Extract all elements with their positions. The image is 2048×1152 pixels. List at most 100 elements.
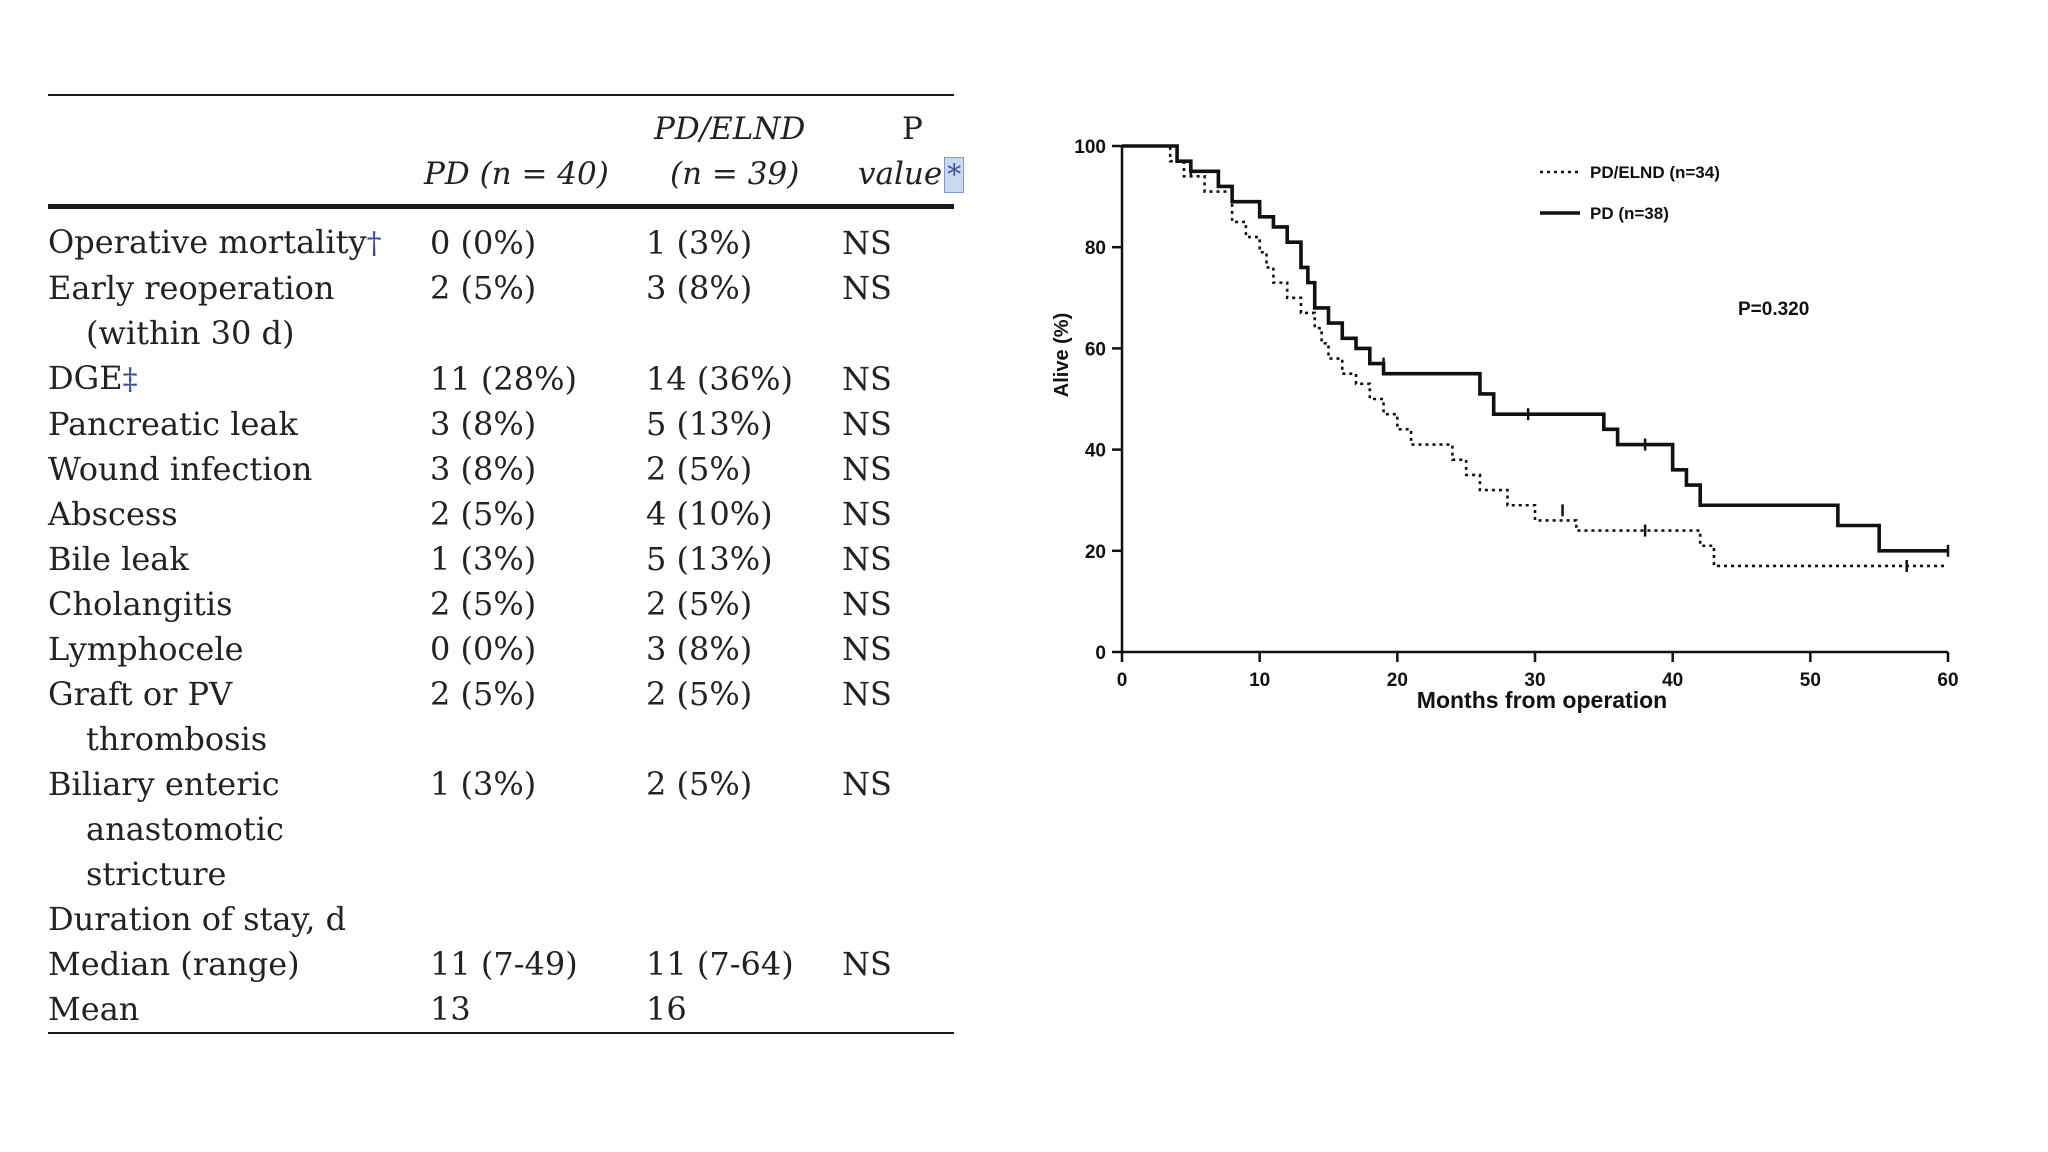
row-label: Wound infection [48,447,430,492]
pd-cell: 2 (5%) [430,495,537,533]
elnd-cell [646,897,842,942]
pd-cell [430,311,646,356]
p-value-cell [842,852,954,897]
x-tick-label: 60 [1937,670,1958,691]
table-row: Duration of stay, d [48,897,954,942]
x-tick-label: 10 [1249,670,1270,691]
chart-axes: 0 20 40 60 80 100 0 10 20 30 40 50 60 [1074,137,1958,691]
x-tick-label: 30 [1524,670,1545,691]
row-label: Operative mortality† [48,220,430,266]
series-line-pd-elnd [1122,144,1948,568]
row-label: anastomotic [48,807,430,852]
p-value-annotation: P=0.320 [1738,299,1809,320]
y-tick-label: 20 [1085,542,1106,563]
table-row: stricture [48,852,954,897]
table-row: Abscess 2 (5%) 4 (10%) NS [48,492,954,537]
elnd-cell: 3 (8%) [646,269,753,307]
row-label-text: Mean [48,990,140,1028]
row-label-text: Lymphocele [48,630,244,668]
y-tick-label: 80 [1085,238,1106,259]
table-row: Graft or PV 2 (5%) 2 (5%) NS [48,672,954,717]
row-label-text: stricture [86,855,227,893]
p-value-cell: NS [842,540,892,578]
x-tick-label: 50 [1800,670,1821,691]
elnd-cell: 5 (13%) [646,540,773,578]
pd-cell [430,807,646,852]
pd-cell: 2 (5%) [430,675,537,713]
elnd-cell: 2 (5%) [646,675,753,713]
elnd-cell: 2 (5%) [646,450,753,488]
pd-cell: 1 (3%) [430,540,537,578]
chart-legend: PD/ELND (n=34) PD (n=38) [1540,163,1720,223]
table-top-rule [48,94,954,96]
pd-cell: 1 (3%) [430,765,537,803]
table-row: Bile leak 1 (3%) 5 (13%) NS [48,537,954,582]
table-row: Wound infection 3 (8%) 2 (5%) NS [48,447,954,492]
table-bottom-rule [48,1032,954,1034]
table-header-rule [48,204,954,209]
p-value-cell [842,807,954,852]
y-tick-label: 40 [1085,441,1106,462]
p-value-cell: NS [842,359,892,398]
elnd-cell [646,807,842,852]
x-tick-label: 20 [1387,670,1408,691]
chart-series [1122,144,1950,572]
elnd-cell [646,852,842,897]
row-label-text: thrombosis [86,720,268,758]
p-value-cell: NS [842,675,892,713]
legend-label: PD/ELND (n=34) [1590,163,1720,182]
table-row: Operative mortality† 0 (0%) 1 (3%) NS [48,220,954,266]
y-tick-label: 100 [1074,137,1106,158]
table-row: Lymphocele 0 (0%) 3 (8%) NS [48,627,954,672]
pd-cell: 11 (7-49) [430,945,578,983]
pd-cell: 0 (0%) [430,223,537,262]
row-label: Bile leak [48,537,430,582]
elnd-cell: 2 (5%) [646,765,753,803]
footnote-mark[interactable]: † [366,226,382,261]
row-label-text: Bile leak [48,540,189,578]
row-label-text: Duration of stay, d [48,900,347,938]
y-tick-label: 0 [1095,643,1106,664]
footnote-marker-link[interactable]: * [944,157,965,193]
table-row: Biliary enteric 1 (3%) 2 (5%) NS [48,762,954,807]
row-label-text: Graft or PV [48,675,233,713]
row-label: Mean [48,987,430,1032]
pd-cell: 2 (5%) [430,269,537,307]
survival-chart: Alive (%) Months from operation P=0.320 … [1051,137,1959,713]
table-row: (within 30 d) [48,311,954,356]
row-label: Cholangitis [48,582,430,627]
pd-cell: 11 (28%) [430,359,577,398]
row-label: stricture [48,852,430,897]
p-value-cell: NS [842,765,892,803]
table-row: Mean 13 16 [48,987,954,1032]
row-label-text: Operative mortality [48,223,367,261]
pd-cell: 3 (8%) [430,405,537,443]
p-value-cell [842,987,954,1032]
row-label: thrombosis [48,717,430,762]
legend-label: PD (n=38) [1590,204,1669,223]
p-value-cell [842,717,954,762]
header-p-value-label: value [858,156,943,192]
row-label: Median (range) [48,942,430,987]
row-label: DGE‡ [48,356,430,402]
table-row: thrombosis [48,717,954,762]
row-label-text: anastomotic [86,810,284,848]
y-axis-label: Alive (%) [1051,313,1073,397]
table-row: anastomotic [48,807,954,852]
row-label-text: Wound infection [48,450,313,488]
elnd-cell: 1 (3%) [646,223,753,262]
p-value-cell: NS [842,585,892,623]
elnd-cell: 3 (8%) [646,630,753,668]
x-tick-label: 0 [1117,670,1128,691]
elnd-cell: 11 (7-64) [646,945,794,983]
p-value-cell [842,897,954,942]
row-label-text: Abscess [48,495,178,533]
row-label: Biliary enteric [48,762,430,807]
p-value-cell: NS [842,269,892,307]
row-label: Pancreatic leak [48,402,430,447]
footnote-mark[interactable]: ‡ [122,362,138,397]
table-row: Early reoperation 2 (5%) 3 (8%) NS [48,266,954,311]
header-pd-elnd-n: (n = 39) [670,156,800,192]
pd-cell: 3 (8%) [430,450,537,488]
pd-cell [430,852,646,897]
